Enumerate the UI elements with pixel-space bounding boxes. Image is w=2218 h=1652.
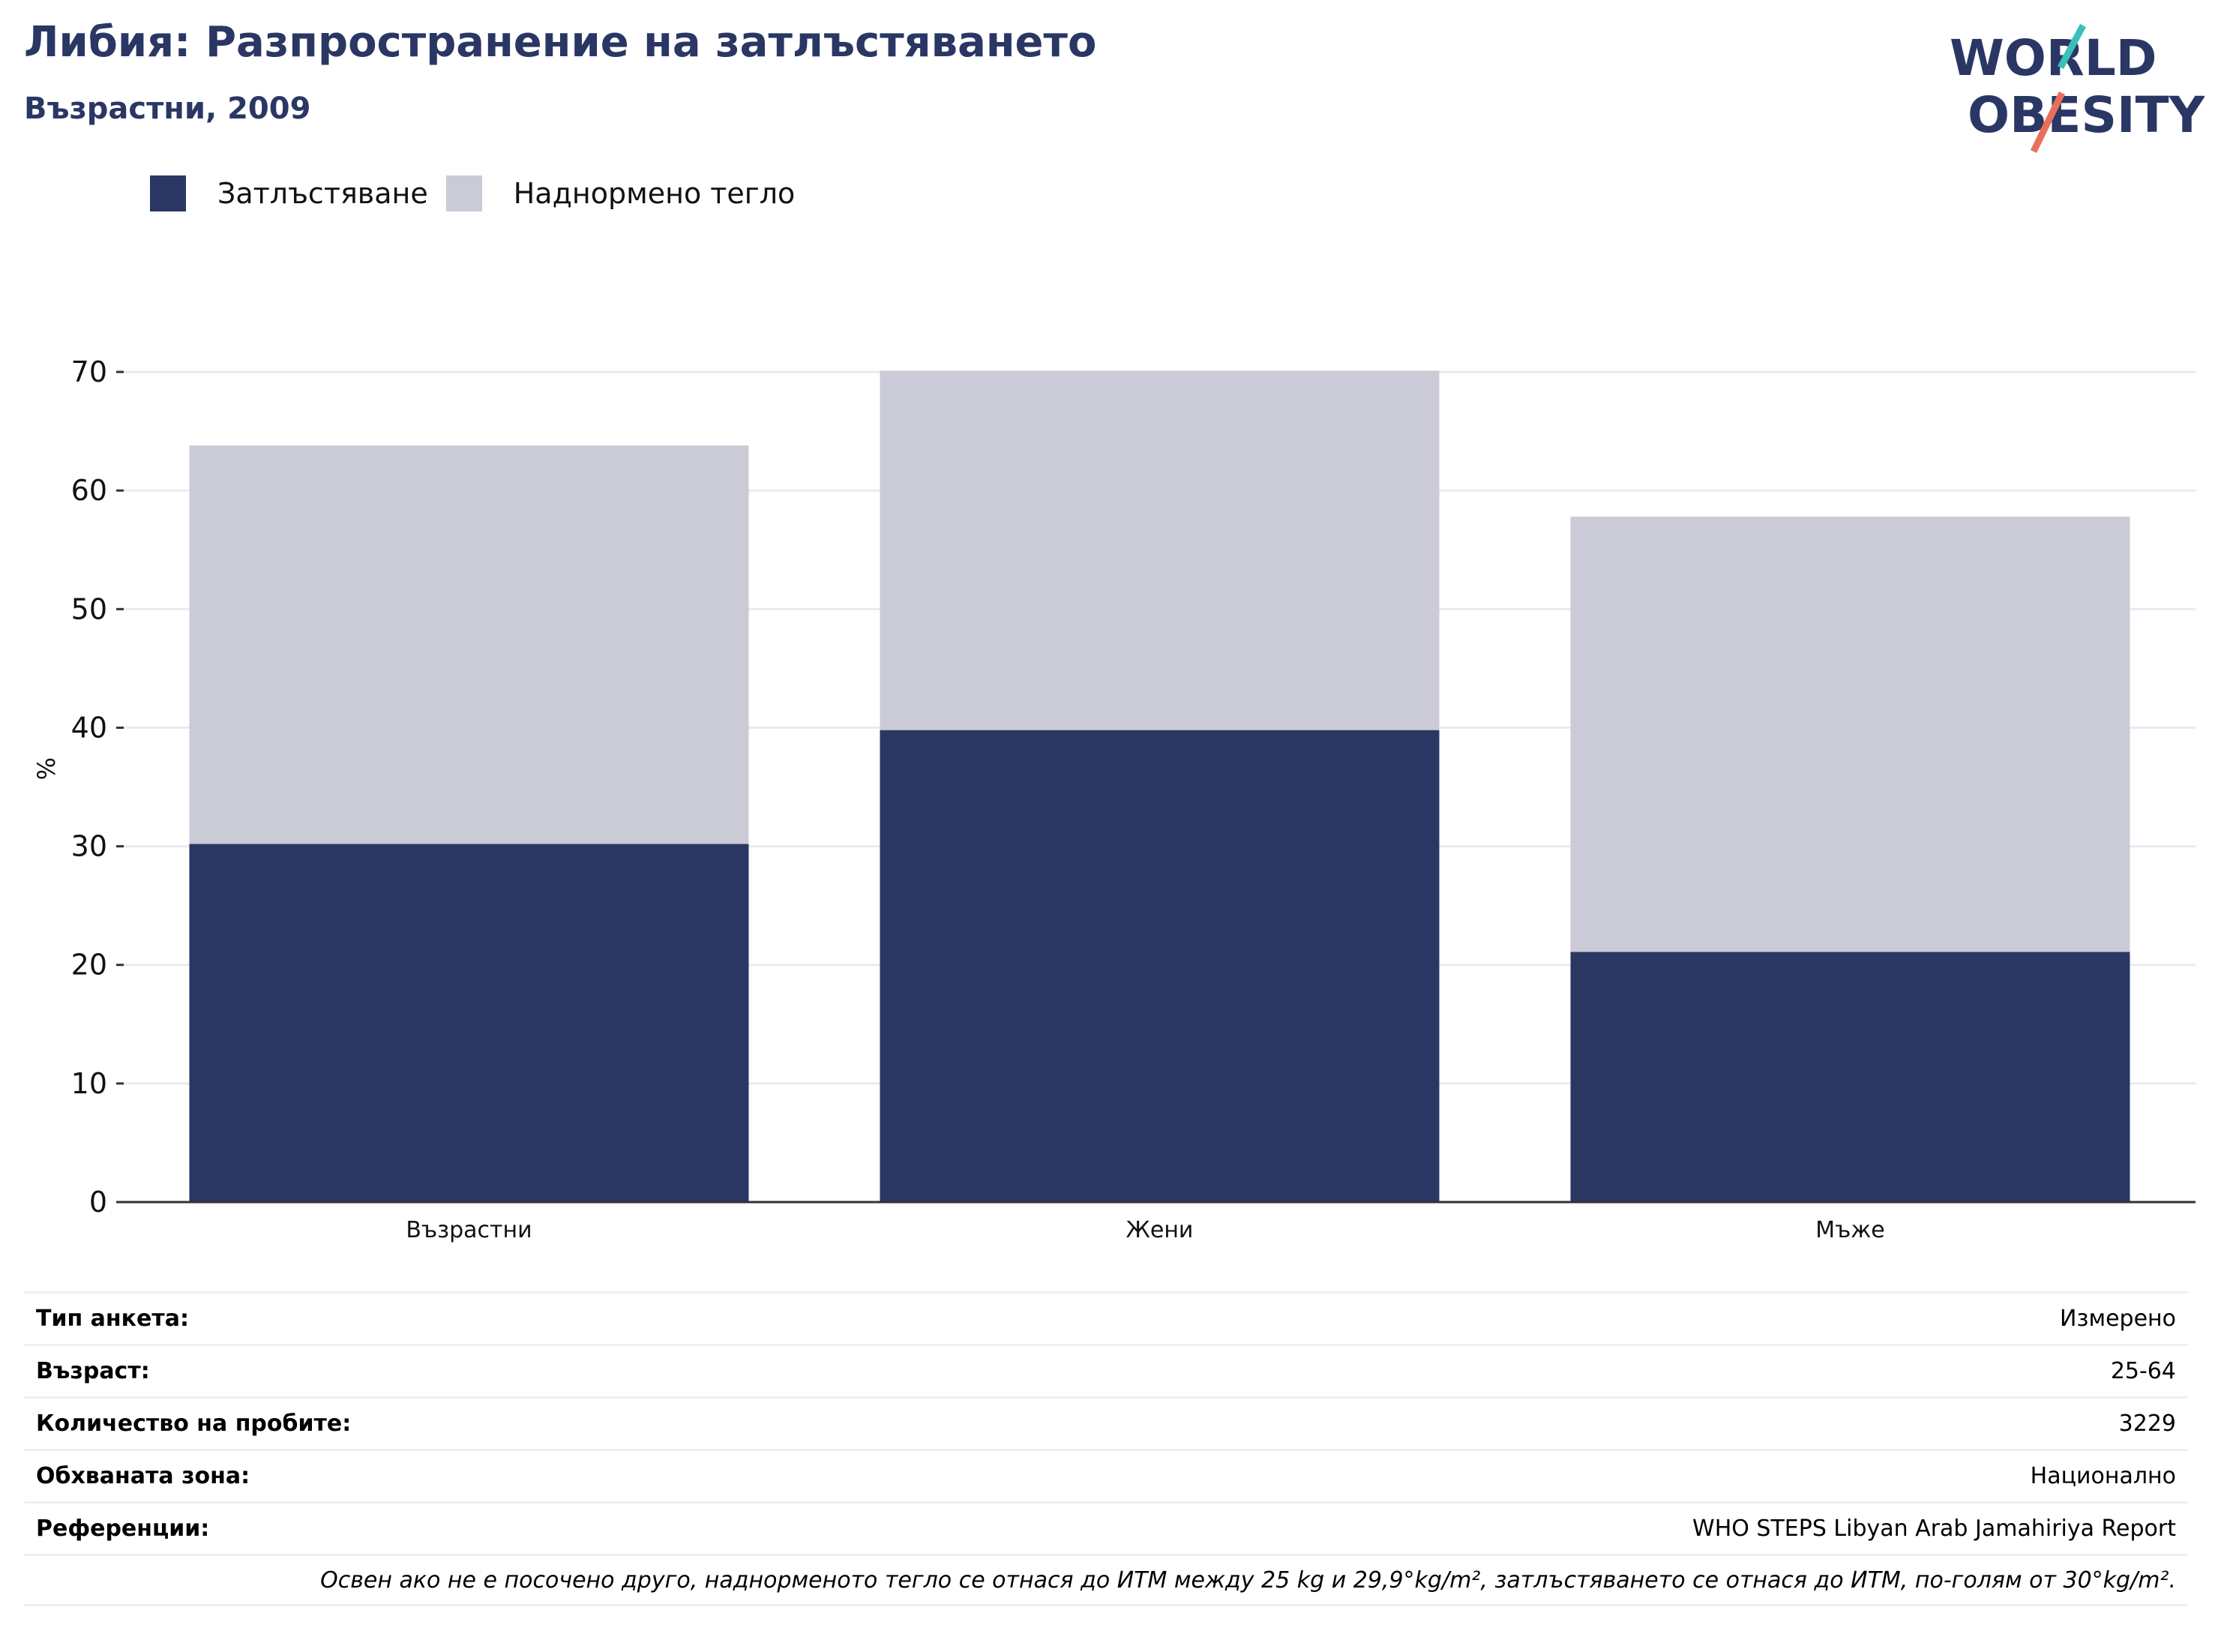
meta-value: 25-64: [2110, 1358, 2176, 1384]
bar-overweight-0[interactable]: [189, 445, 749, 844]
logo-text-world: WORLD: [1950, 29, 2157, 87]
meta-row-sample-size: Количество на пробите: 3229: [24, 1396, 2188, 1449]
meta-row-survey-type: Тип анкета: Измерено: [24, 1291, 2188, 1344]
y-tick-label: 20: [71, 949, 107, 982]
logo-text-obesity: OBESITY: [1968, 86, 2205, 144]
legend: Затлъстяване Наднормено тегло: [150, 171, 813, 216]
chart-subtitle: Възрастни, 2009: [24, 91, 311, 126]
legend-swatch-overweight: [445, 175, 482, 211]
chart-title: Либия: Разпространение на затлъстяването: [24, 18, 1097, 67]
meta-value: Национално: [2030, 1463, 2176, 1489]
x-tick-label: Мъже: [1815, 1217, 1885, 1243]
bar-overweight-1[interactable]: [880, 370, 1440, 730]
y-axis-label: %: [32, 757, 61, 780]
meta-label: Обхваната зона:: [36, 1463, 250, 1489]
y-tick-label: 60: [71, 474, 107, 507]
bar-obesity-2[interactable]: [1570, 952, 2130, 1202]
logo-slash-coral: [2030, 91, 2066, 153]
y-tick-label: 0: [89, 1186, 107, 1219]
meta-label: Количество на пробите:: [36, 1411, 352, 1437]
meta-label: Референции:: [36, 1516, 210, 1542]
x-tick-label: Жени: [1126, 1217, 1194, 1243]
definition-note: Освен ако не е посочено друго, наднормен…: [24, 1554, 2188, 1606]
meta-label: Възраст:: [36, 1358, 150, 1384]
meta-value: WHO STEPS Libyan Arab Jamahiriya Report: [1692, 1516, 2176, 1542]
meta-value: Измерено: [2060, 1306, 2176, 1332]
y-tick-label: 50: [71, 592, 107, 625]
legend-label-overweight: Наднормено тегло: [513, 177, 796, 210]
meta-value: 3229: [2118, 1411, 2176, 1437]
y-tick-label: 30: [71, 830, 107, 863]
logo-slash-teal: [2058, 23, 2086, 70]
meta-label: Тип анкета:: [36, 1306, 189, 1332]
stacked-bar-chart: 0 10 20 30 40 50 60 70% Възрастни Жени Мъже: [32, 355, 2196, 1243]
axes: 0 10 20 30 40 50 60 70% Възрастни Жени Мъже: [32, 355, 2196, 1243]
bar-obesity-1[interactable]: [880, 730, 1440, 1202]
world-obesity-logo: WORLD OBESITY: [1950, 23, 2205, 153]
y-tick-label: 70: [71, 355, 107, 388]
legend-item-obesity[interactable]: Затлъстяване: [150, 175, 428, 211]
meta-row-area: Обхваната зона: Национално: [24, 1449, 2188, 1501]
meta-row-references: Референции: WHO STEPS Libyan Arab Jamahi…: [24, 1501, 2188, 1554]
y-tick-label: 40: [71, 711, 107, 744]
bars: [189, 370, 2130, 1202]
bar-obesity-0[interactable]: [189, 844, 749, 1202]
legend-swatch-obesity: [150, 175, 186, 211]
meta-row-age: Възраст: 25-64: [24, 1344, 2188, 1396]
x-tick-label: Възрастни: [406, 1217, 532, 1243]
legend-item-overweight[interactable]: Наднормено тегло: [445, 175, 796, 211]
survey-info-table: Тип анкета: Измерено Възраст: 25-64 Коли…: [24, 1291, 2188, 1606]
y-tick-label: 10: [71, 1067, 107, 1100]
bar-overweight-2[interactable]: [1570, 516, 2130, 952]
legend-label-obesity: Затлъстяване: [217, 177, 428, 210]
